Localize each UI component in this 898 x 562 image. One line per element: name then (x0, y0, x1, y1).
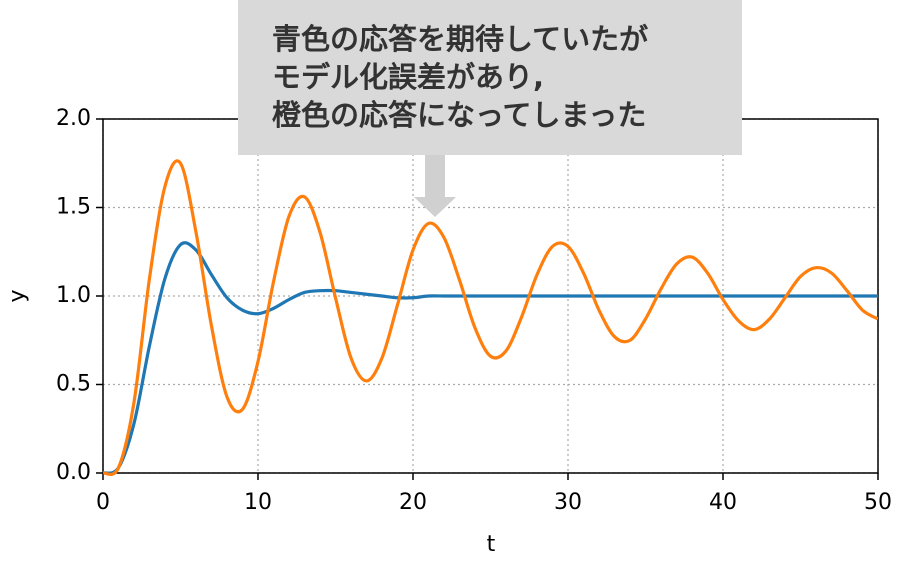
x-tick-label: 30 (554, 490, 582, 515)
y-tick-label: 1.0 (56, 283, 91, 308)
y-tick-label: 0.0 (56, 460, 91, 485)
x-tick-label: 10 (244, 490, 272, 515)
y-tick-label: 1.5 (56, 195, 91, 220)
annotation-arrow (414, 155, 456, 217)
x-tick-label: 0 (96, 490, 110, 515)
y-tick-label: 0.5 (56, 372, 91, 397)
annotation-text: モデル化誤差があり, (272, 60, 544, 94)
y-axis-label: y (5, 289, 30, 302)
annotation-text: 橙色の応答になってしまった (272, 98, 646, 132)
x-axis-label: t (487, 532, 496, 557)
annotation-text: 青色の応答を期待していたが (272, 22, 648, 56)
y-tick-label: 2.0 (56, 106, 91, 131)
x-tick-label: 20 (399, 490, 427, 515)
x-tick-label: 40 (709, 490, 737, 515)
annotation-box (238, 0, 742, 155)
series-line (103, 241, 878, 475)
series-line (103, 159, 878, 477)
x-tick-label: 50 (864, 490, 892, 515)
